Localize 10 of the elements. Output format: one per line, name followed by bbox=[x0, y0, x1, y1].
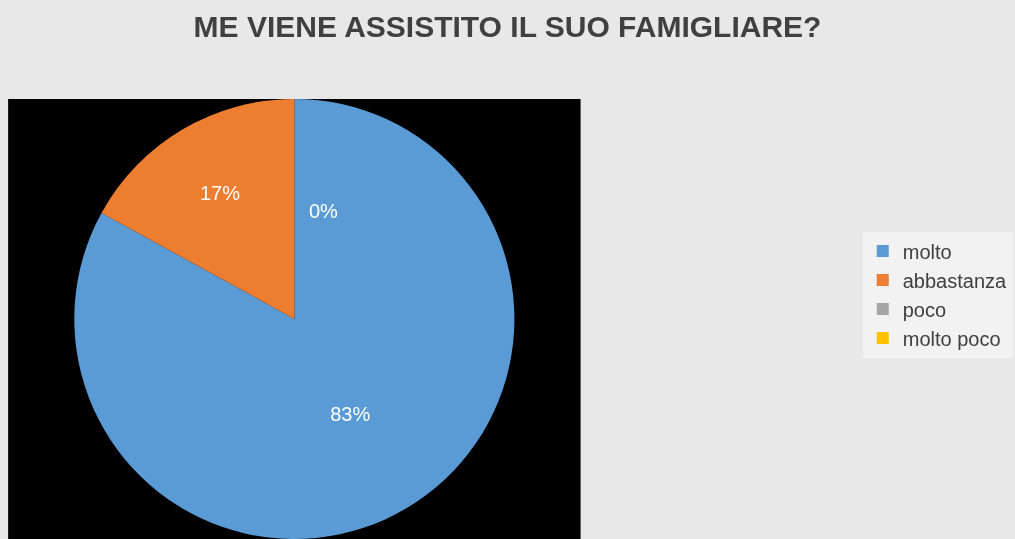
data-label: 83% bbox=[330, 402, 371, 425]
pie-slice bbox=[101, 98, 295, 319]
legend-label: poco bbox=[902, 298, 947, 321]
legend-label: abbastanza bbox=[902, 269, 1008, 292]
chart-title: ME VIENE ASSISTITO IL SUO FAMIGLIARE? bbox=[193, 10, 822, 44]
data-label: 17% bbox=[200, 182, 241, 205]
legend-label: molto poco bbox=[902, 327, 1001, 350]
pie-slice bbox=[74, 98, 515, 539]
legend-label: molto bbox=[902, 240, 952, 263]
text: 0% bbox=[309, 200, 338, 222]
